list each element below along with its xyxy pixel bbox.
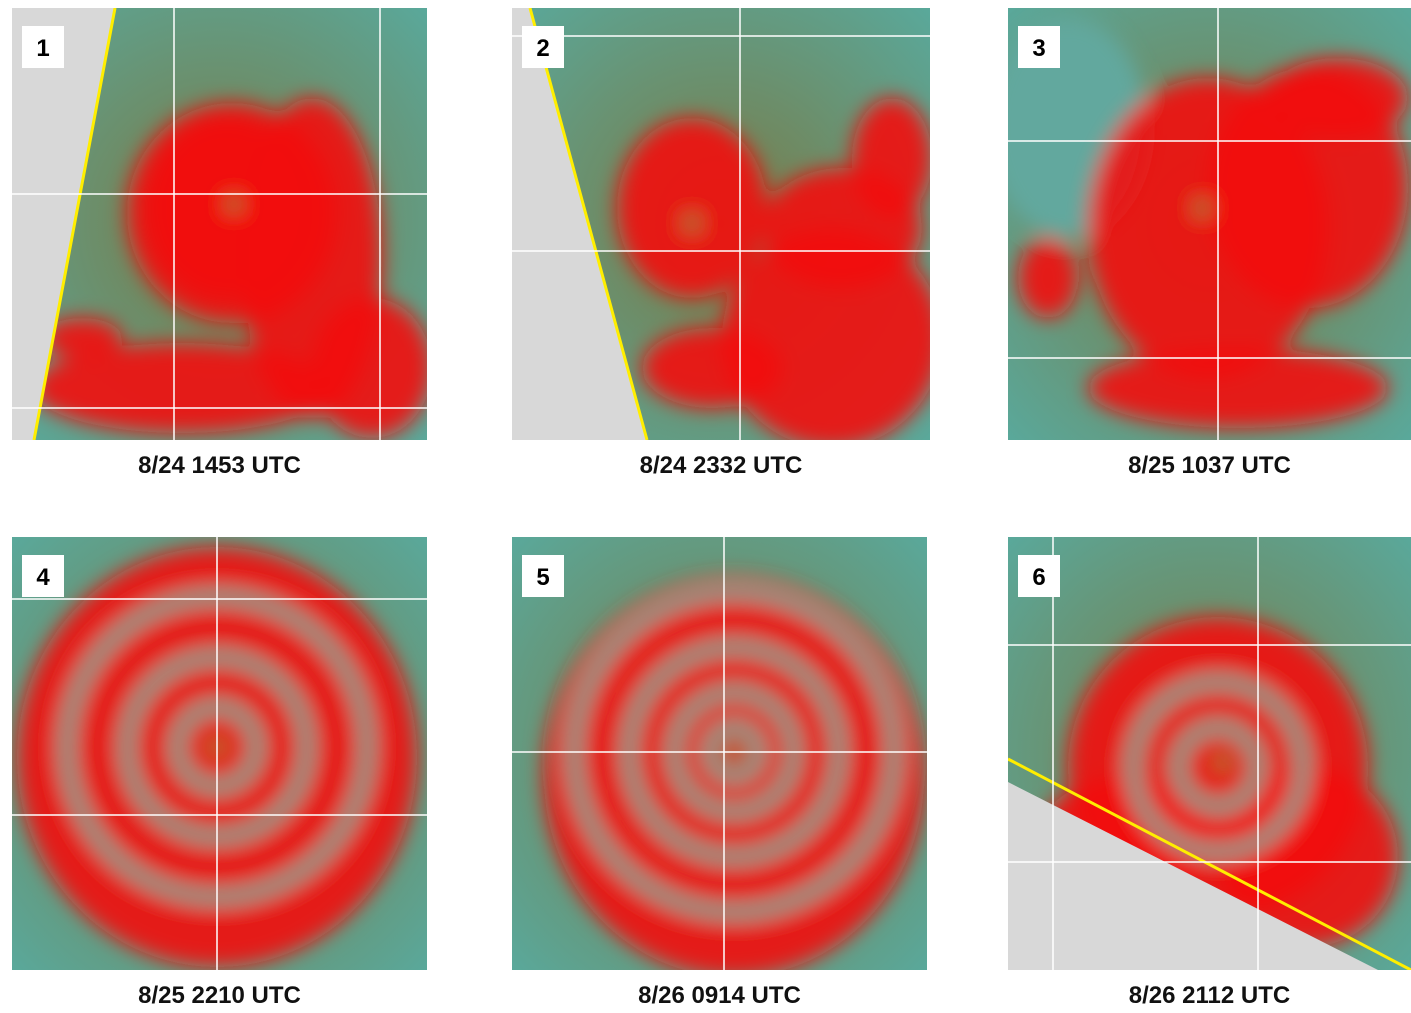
cold-cloud-top bbox=[1088, 348, 1388, 428]
cold-cloud-top bbox=[617, 118, 767, 298]
satellite-image: 2 bbox=[512, 8, 930, 440]
panel-caption: 8/26 0914 UTC bbox=[510, 982, 930, 1010]
panel-caption: 8/24 1453 UTC bbox=[10, 452, 430, 480]
cold-cloud-top bbox=[852, 98, 930, 218]
satellite-image: 3 bbox=[1008, 8, 1411, 440]
panel-caption: 8/26 2112 UTC bbox=[1000, 982, 1411, 1010]
panel-number: 5 bbox=[536, 564, 549, 591]
figure: 1 8/24 1453 UTC 2 8/24 2332 UTC 3 8/25 1037 U… bbox=[0, 0, 1411, 1013]
panel-number: 1 bbox=[36, 35, 49, 62]
satellite-image: 6 bbox=[1008, 537, 1411, 970]
satellite-image: 5 bbox=[512, 537, 927, 970]
satellite-image: 4 bbox=[12, 537, 427, 970]
cold-cloud-top bbox=[1018, 238, 1078, 318]
panel-caption: 8/25 1037 UTC bbox=[1000, 452, 1411, 480]
eye bbox=[1215, 754, 1231, 770]
panel-number: 6 bbox=[1032, 564, 1045, 591]
satellite-image: 1 bbox=[12, 8, 427, 440]
panel-number: 4 bbox=[36, 564, 50, 591]
panel-number: 2 bbox=[536, 35, 549, 62]
cold-cloud-top bbox=[642, 328, 782, 408]
panel-caption: 8/25 2210 UTC bbox=[10, 982, 430, 1010]
eye bbox=[1195, 200, 1211, 216]
cold-cloud-top bbox=[1268, 58, 1408, 138]
panel-number: 3 bbox=[1032, 35, 1045, 62]
convection bbox=[544, 577, 924, 970]
eye bbox=[226, 196, 242, 212]
cold-cloud-top bbox=[312, 298, 427, 438]
panel-caption: 8/24 2332 UTC bbox=[511, 452, 931, 480]
eye bbox=[684, 215, 700, 231]
